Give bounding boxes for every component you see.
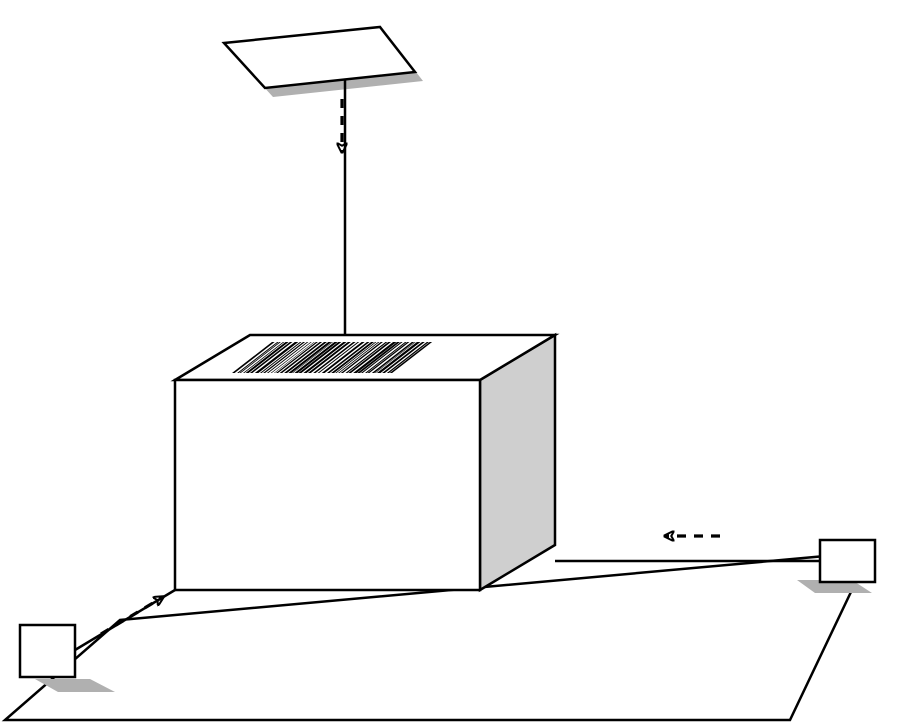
diagram-canvas <box>0 0 916 725</box>
box-front-face <box>175 380 480 590</box>
left-scanner-shadow <box>35 679 115 692</box>
left-scanner <box>20 625 75 677</box>
right-scanner <box>820 540 875 582</box>
